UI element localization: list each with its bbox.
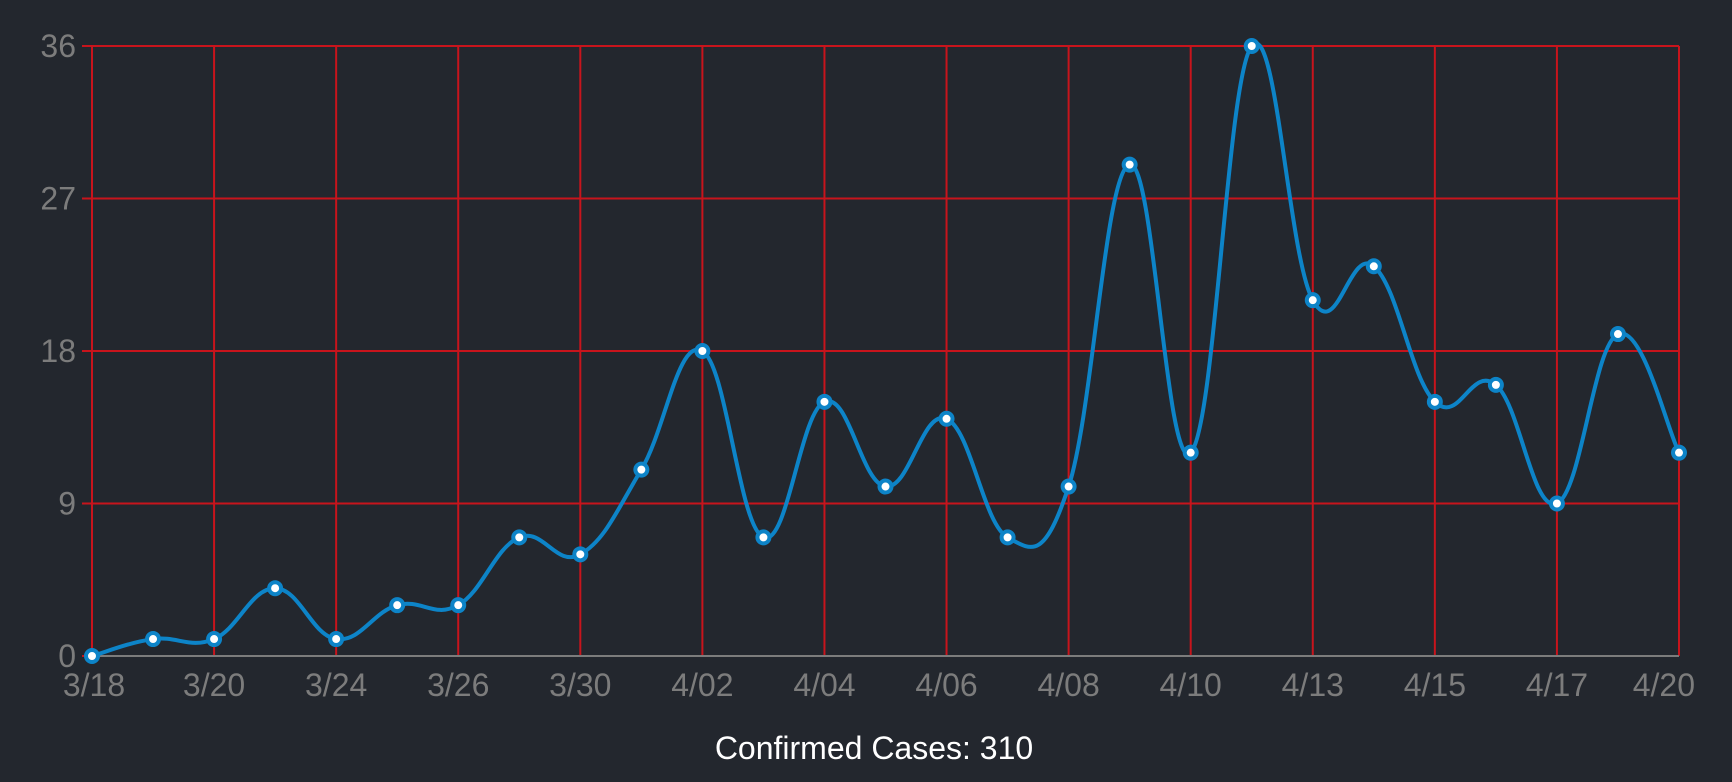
x-tick-label: 3/18 <box>63 667 125 703</box>
data-point <box>84 648 100 664</box>
data-points <box>84 38 1687 664</box>
x-tick-label: 4/10 <box>1160 667 1222 703</box>
data-point <box>450 597 467 614</box>
data-point <box>206 631 223 648</box>
x-tick-label: 4/08 <box>1037 667 1099 703</box>
x-tick-label: 3/24 <box>305 667 367 703</box>
data-point <box>755 529 772 546</box>
data-point <box>1671 444 1687 461</box>
data-point <box>1487 376 1504 393</box>
chart-caption: Confirmed Cases: 310 <box>714 730 1034 766</box>
y-tick-labels: 0 9 18 27 36 <box>40 28 76 674</box>
x-tick-label: 4/06 <box>915 667 977 703</box>
data-point <box>1304 292 1321 309</box>
data-point <box>999 529 1016 546</box>
data-point <box>816 393 833 410</box>
x-tick-label: 4/15 <box>1404 667 1466 703</box>
axes <box>82 45 1679 657</box>
x-tick-label: 4/20 <box>1633 667 1695 703</box>
data-point <box>1609 326 1626 343</box>
data-point <box>572 546 589 563</box>
data-point <box>938 410 955 427</box>
data-point <box>1243 38 1260 54</box>
series-line <box>91 41 1681 658</box>
data-point <box>877 478 894 495</box>
x-tick-label: 4/04 <box>793 667 855 703</box>
y-tick-label: 9 <box>58 486 76 522</box>
y-tick-label: 0 <box>58 638 76 674</box>
x-tick-label: 4/02 <box>671 667 733 703</box>
line-chart: 0 9 18 27 36 3/18 3/20 3/24 3/26 3/30 4/02 4/04 4/0… <box>40 28 1695 703</box>
x-tick-label: 3/20 <box>183 667 245 703</box>
data-point <box>145 631 162 648</box>
x-tick-labels: 3/18 3/20 3/24 3/26 3/30 4/02 4/04 4/06 4/08 4/10… <box>63 667 1695 703</box>
data-point <box>1121 156 1138 173</box>
grid-lines <box>91 45 1680 656</box>
data-point <box>694 343 711 359</box>
data-point <box>1426 393 1443 410</box>
data-point <box>1365 258 1382 275</box>
y-tick-label: 27 <box>40 181 76 217</box>
x-tick-label: 4/13 <box>1282 667 1344 703</box>
data-point <box>1060 478 1077 495</box>
data-point <box>633 461 650 478</box>
x-tick-label: 4/17 <box>1526 667 1588 703</box>
data-point <box>511 529 528 546</box>
data-point <box>1182 444 1199 461</box>
y-tick-label: 36 <box>40 28 76 64</box>
x-tick-label: 3/30 <box>549 667 611 703</box>
x-tick-label: 3/26 <box>427 667 489 703</box>
y-tick-label: 18 <box>40 333 76 369</box>
data-point <box>267 580 284 597</box>
data-point <box>1548 495 1565 512</box>
data-point <box>389 597 406 614</box>
data-point <box>328 631 345 648</box>
